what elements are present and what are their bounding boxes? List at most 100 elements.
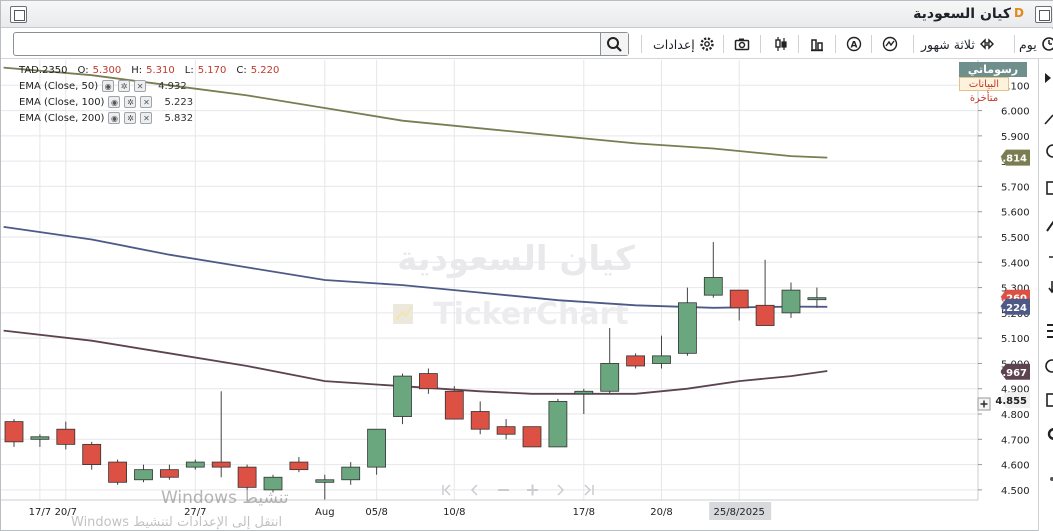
close-icon[interactable]: ✕ bbox=[140, 96, 153, 108]
gear-icon[interactable]: ✲ bbox=[118, 80, 131, 92]
candle-body-up bbox=[393, 375, 412, 417]
candle-body-down bbox=[159, 469, 179, 478]
y-tick-label: 4.600 bbox=[1001, 461, 1030, 472]
line-chart-button[interactable] bbox=[882, 34, 898, 54]
period-icon bbox=[1041, 37, 1053, 51]
price-tag-label: 4.855 bbox=[995, 396, 1027, 407]
price-tag: 5.814 bbox=[995, 149, 1030, 166]
ema100-legend-row: EMA (Close, 100) ◉ ✲ ✕ 5.223 bbox=[19, 94, 279, 110]
candle bbox=[678, 287, 697, 356]
candle bbox=[134, 464, 153, 483]
high-value: 5.310 bbox=[146, 64, 175, 76]
arrow-down-tool-icon bbox=[1048, 281, 1053, 294]
y-tick-label: 5.300 bbox=[1001, 284, 1030, 295]
high-label: H: bbox=[131, 64, 143, 76]
candle bbox=[600, 328, 620, 394]
eye-icon[interactable]: ◉ bbox=[108, 112, 121, 124]
ema50-label: EMA (Close, 50) bbox=[19, 80, 99, 92]
screenshot-button[interactable] bbox=[734, 34, 750, 54]
x-tick-label: 20/8 bbox=[650, 507, 672, 518]
symbol-search[interactable] bbox=[13, 32, 629, 56]
eye-icon[interactable]: ◉ bbox=[108, 96, 121, 108]
maximize-window-button[interactable] bbox=[10, 6, 27, 23]
range-label: ثلاثة شهور bbox=[921, 36, 975, 52]
y-axis: 6.1006.0005.9005.8005.7005.6005.5005.400… bbox=[978, 81, 1030, 497]
bar-chart-icon bbox=[811, 39, 823, 52]
drawing-tools-icons[interactable] bbox=[1039, 59, 1053, 531]
alert-button[interactable]: A bbox=[846, 34, 862, 54]
candle-body-down bbox=[108, 461, 127, 483]
candle bbox=[574, 388, 594, 415]
candle-body-down bbox=[470, 411, 490, 430]
cursor-tool-icon bbox=[1045, 73, 1051, 83]
camera-icon bbox=[734, 38, 750, 51]
gear-icon[interactable]: ✲ bbox=[124, 112, 137, 124]
candlestick-button[interactable] bbox=[773, 34, 789, 54]
candle-body-down bbox=[626, 355, 645, 367]
brush-tool-icon bbox=[1046, 181, 1053, 195]
zoom-tool-icon bbox=[1045, 359, 1053, 373]
eye-icon[interactable]: ◉ bbox=[102, 80, 115, 92]
open-label: O: bbox=[77, 64, 89, 76]
nav-next-icon bbox=[557, 484, 565, 496]
x-label-highlight bbox=[709, 502, 772, 520]
candle bbox=[729, 289, 749, 321]
chart-grid bbox=[1, 60, 978, 500]
period-button[interactable]: يوم bbox=[1019, 34, 1053, 54]
toolbar-divider bbox=[835, 35, 836, 53]
watermark-arabic: كيان السعودية bbox=[397, 239, 635, 279]
candle-body-down bbox=[522, 426, 542, 448]
x-tick-label: 27/7 bbox=[184, 507, 206, 518]
more-tools-icon bbox=[1050, 477, 1053, 481]
candle bbox=[418, 368, 438, 394]
y-tick-label: 4.800 bbox=[1001, 410, 1030, 421]
lines-tool-icon bbox=[1047, 324, 1053, 338]
close-icon[interactable]: ✕ bbox=[140, 112, 153, 124]
line-chart-icon bbox=[882, 36, 898, 52]
ema-lines bbox=[3, 66, 828, 395]
realtime-badge[interactable]: رسوماتي bbox=[959, 62, 1027, 77]
candle bbox=[82, 441, 102, 470]
y-tick-label: 6.100 bbox=[1001, 81, 1030, 92]
candle bbox=[159, 464, 179, 480]
y-tick-label: 4.500 bbox=[1001, 486, 1030, 497]
candle-body-up bbox=[315, 479, 335, 483]
ohlc-row: TAD.2350 O: 5.300 H: 5.310 L: 5.170 C: 5.220 bbox=[19, 62, 279, 78]
candle-body-up bbox=[341, 466, 361, 481]
candle-body-up bbox=[548, 400, 568, 448]
candle-body-down bbox=[237, 466, 257, 488]
toolbar-divider bbox=[760, 35, 761, 53]
gear-icon[interactable]: ✲ bbox=[124, 96, 137, 108]
range-button[interactable]: ثلاثة شهور bbox=[921, 34, 995, 54]
candle bbox=[108, 459, 127, 485]
crosshair-plus-icon bbox=[977, 397, 991, 411]
x-tick-label: 20/7 bbox=[55, 507, 77, 518]
ema100-label: EMA (Close, 100) bbox=[19, 96, 105, 108]
price-tag-label: 4.967 bbox=[995, 368, 1027, 379]
chart-panel[interactable]: كيان السعودية TickerChart 6.100 6.000 5.90… bbox=[1, 60, 1053, 531]
candle-body-up bbox=[134, 469, 153, 481]
windows-activation-hint: انتقل إلى الإعدادات لتنشيط Windows bbox=[71, 515, 283, 530]
toolbar-divider bbox=[723, 35, 724, 53]
low-label: L: bbox=[184, 64, 194, 76]
search-button[interactable] bbox=[600, 33, 628, 55]
ema50-legend-row: EMA (Close, 50) ◉ ✲ ✕ 4.932 bbox=[19, 78, 279, 94]
y-tick-label: 5.400 bbox=[1001, 258, 1030, 269]
restore-window-button[interactable] bbox=[1035, 6, 1052, 23]
x-tick-label: 17/7 bbox=[29, 507, 51, 518]
ema50-value: 4.932 bbox=[158, 80, 187, 92]
candlestick-icon bbox=[775, 37, 787, 51]
settings-button[interactable]: إعدادات bbox=[653, 34, 715, 54]
bar-chart-button[interactable] bbox=[809, 34, 825, 54]
alert-a-icon: A bbox=[846, 36, 862, 52]
candle bbox=[263, 474, 283, 493]
search-icon bbox=[607, 37, 622, 52]
candle-body-down bbox=[289, 461, 309, 471]
range-arrows-icon bbox=[979, 38, 994, 50]
candle bbox=[548, 398, 568, 448]
search-input[interactable] bbox=[18, 35, 598, 53]
price-chart[interactable]: كيان السعودية TickerChart 6.1006.0005.90… bbox=[1, 60, 1038, 531]
candle bbox=[807, 287, 827, 308]
close-icon[interactable]: ✕ bbox=[134, 80, 147, 92]
